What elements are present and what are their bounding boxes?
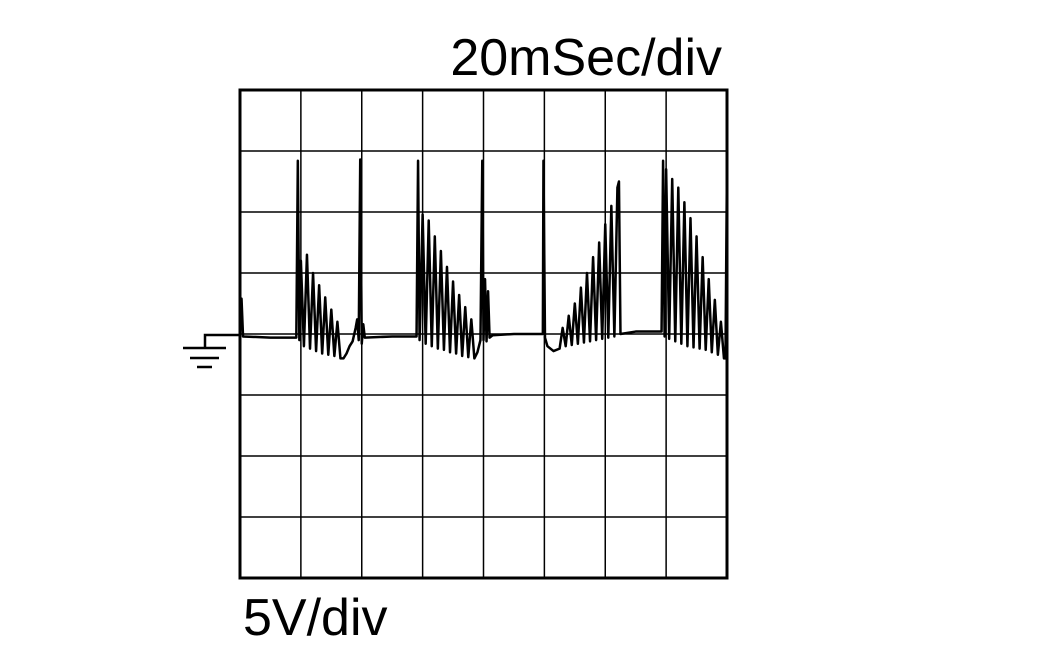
waveform [238, 158, 729, 360]
y-scale-label: 5V/div [243, 589, 388, 647]
ground-symbol [183, 333, 240, 369]
chart-title: 20mSec/div [450, 29, 722, 87]
